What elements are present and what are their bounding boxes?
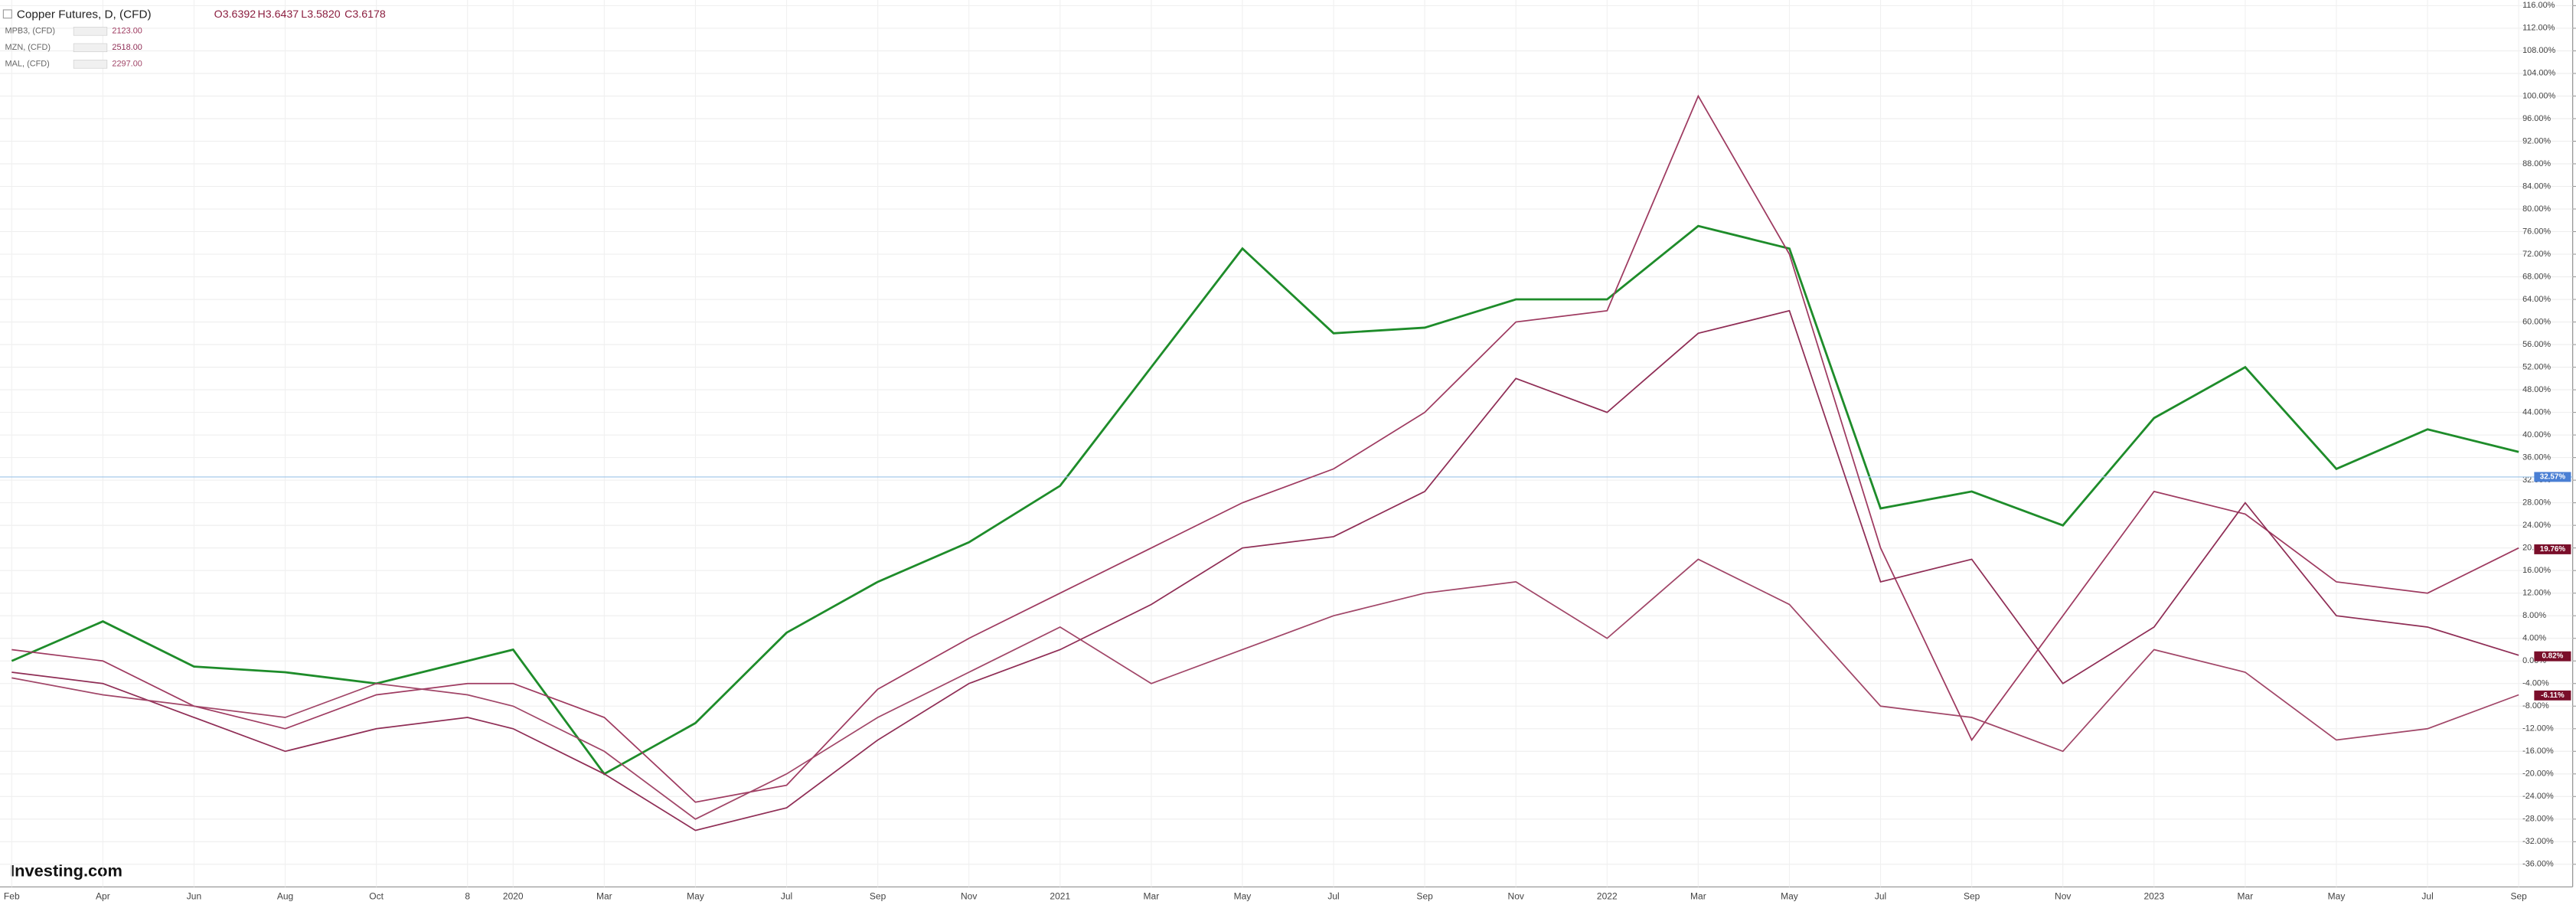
legend-swatch bbox=[73, 60, 108, 69]
y-tick-label: 48.00% bbox=[2522, 385, 2551, 394]
price-badge-label: -6.11% bbox=[2541, 691, 2565, 700]
y-tick-label: 108.00% bbox=[2522, 46, 2555, 55]
y-tick-label: 40.00% bbox=[2522, 430, 2551, 439]
x-tick-label: Sep bbox=[1964, 890, 1980, 901]
y-tick-label: -20.00% bbox=[2522, 769, 2554, 779]
x-tick-label: Aug bbox=[277, 890, 293, 901]
y-tick-label: 52.00% bbox=[2522, 362, 2551, 371]
x-tick-label: 2021 bbox=[1050, 890, 1070, 901]
ohlc-value: H3.6437 bbox=[258, 8, 299, 20]
price-badge bbox=[2534, 690, 2571, 701]
y-tick-label: 88.00% bbox=[2522, 159, 2551, 168]
x-tick-label: Nov bbox=[961, 890, 977, 901]
x-tick-label: 2022 bbox=[1597, 890, 1618, 901]
price-badge bbox=[2534, 472, 2571, 482]
x-tick-label: Sep bbox=[870, 890, 886, 901]
y-tick-label: 16.00% bbox=[2522, 566, 2551, 575]
y-tick-label: -36.00% bbox=[2522, 860, 2554, 869]
y-tick-label: -12.00% bbox=[2522, 724, 2554, 733]
y-tick-label: 8.00% bbox=[2522, 611, 2546, 620]
y-tick-label: 84.00% bbox=[2522, 181, 2551, 191]
series-line bbox=[11, 224, 2519, 776]
legend-toggle bbox=[2, 9, 12, 19]
x-tick-label: Nov bbox=[1508, 890, 1524, 901]
x-tick-label: Mar bbox=[2238, 890, 2254, 901]
x-tick-label: Sep bbox=[1416, 890, 1433, 901]
y-tick-label: 100.00% bbox=[2522, 91, 2555, 100]
y-tick-label: 44.00% bbox=[2522, 408, 2551, 417]
y-tick-label: 96.00% bbox=[2522, 114, 2551, 123]
ohlc-value: L3.5820 bbox=[301, 8, 340, 20]
x-tick-label: May bbox=[1234, 890, 1252, 901]
price-badge-label: 32.57% bbox=[2540, 473, 2566, 482]
y-tick-label: 60.00% bbox=[2522, 317, 2551, 326]
price-badge bbox=[2534, 544, 2571, 554]
series-line bbox=[11, 309, 2519, 831]
x-tick-label: 8 bbox=[465, 890, 470, 901]
price-badge bbox=[2534, 651, 2571, 662]
y-tick-label: 64.00% bbox=[2522, 295, 2551, 304]
legend-swatch bbox=[73, 43, 108, 53]
y-tick-label: 28.00% bbox=[2522, 498, 2551, 508]
x-tick-label: Mar bbox=[1690, 890, 1706, 901]
x-tick-label: Apr bbox=[96, 890, 110, 901]
legend-value: 2297.00 bbox=[112, 60, 142, 69]
y-tick-label: 36.00% bbox=[2522, 453, 2551, 462]
x-tick-label: 2023 bbox=[2143, 890, 2164, 901]
x-tick-label: Sep bbox=[2510, 890, 2527, 901]
y-tick-label: 104.00% bbox=[2522, 69, 2555, 78]
y-tick-label: -4.00% bbox=[2522, 679, 2549, 688]
series-line bbox=[11, 558, 2519, 820]
x-tick-label: Jul bbox=[2421, 890, 2433, 901]
y-tick-label: 80.00% bbox=[2522, 204, 2551, 214]
y-tick-label: 72.00% bbox=[2522, 250, 2551, 259]
y-tick-label: 24.00% bbox=[2522, 521, 2551, 530]
x-tick-label: May bbox=[1781, 890, 1798, 901]
legend-entry: MPB3, (CFD) bbox=[5, 27, 56, 36]
y-tick-label: -24.00% bbox=[2522, 792, 2554, 801]
x-tick-label: Jun bbox=[187, 890, 201, 901]
y-tick-label: 68.00% bbox=[2522, 272, 2551, 281]
chart-title: Copper Futures, D, (CFD) bbox=[17, 8, 152, 21]
x-tick-label: Mar bbox=[1144, 890, 1160, 901]
x-tick-label: May bbox=[2328, 890, 2346, 901]
price-badge-label: 0.82% bbox=[2542, 652, 2563, 661]
x-tick-label: Jul bbox=[1327, 890, 1339, 901]
price-badge-label: 19.76% bbox=[2540, 545, 2566, 554]
y-tick-label: 112.00% bbox=[2522, 24, 2555, 33]
y-tick-label: -16.00% bbox=[2522, 747, 2554, 756]
y-tick-label: 92.00% bbox=[2522, 136, 2551, 145]
y-tick-label: 4.00% bbox=[2522, 634, 2546, 643]
legend-entry: MAL, (CFD) bbox=[5, 60, 50, 69]
x-tick-label: May bbox=[687, 890, 704, 901]
y-tick-label: 56.00% bbox=[2522, 340, 2551, 349]
y-tick-label: 76.00% bbox=[2522, 227, 2551, 236]
legend-value: 2518.00 bbox=[112, 43, 142, 52]
y-tick-label: 116.00% bbox=[2522, 1, 2555, 10]
x-tick-label: Oct bbox=[369, 890, 384, 901]
y-tick-label: -8.00% bbox=[2522, 701, 2549, 711]
y-tick-label: -32.00% bbox=[2522, 837, 2554, 846]
x-tick-label: Feb bbox=[4, 890, 20, 901]
legend-entry: MZN, (CFD) bbox=[5, 43, 51, 52]
x-tick-label: Mar bbox=[596, 890, 612, 901]
x-tick-label: Nov bbox=[2055, 890, 2071, 901]
legend-swatch bbox=[73, 27, 108, 36]
x-tick-label: 2020 bbox=[503, 890, 524, 901]
series-line bbox=[11, 94, 2519, 803]
y-tick-label: 12.00% bbox=[2522, 589, 2551, 598]
legend-value: 2123.00 bbox=[112, 27, 142, 36]
x-tick-label: Jul bbox=[781, 890, 792, 901]
ohlc-value: C3.6178 bbox=[344, 8, 386, 20]
y-tick-label: -28.00% bbox=[2522, 815, 2554, 824]
ohlc-value: O3.6392 bbox=[214, 8, 256, 20]
x-tick-label: Jul bbox=[1875, 890, 1886, 901]
